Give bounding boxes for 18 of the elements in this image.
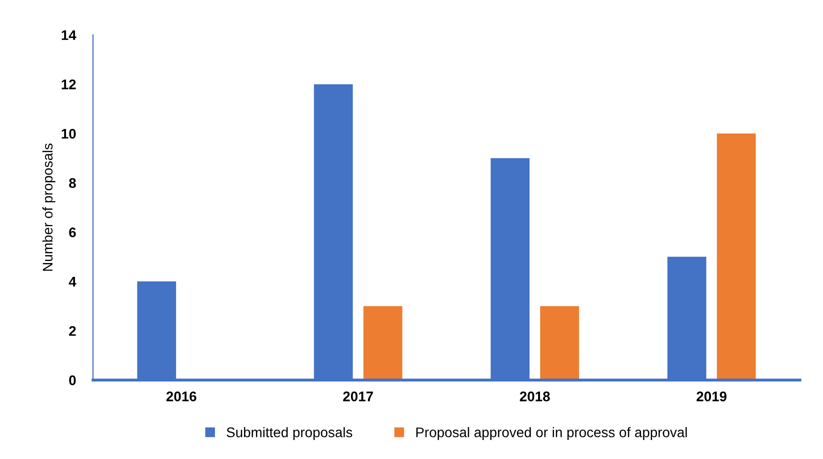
bar (540, 306, 580, 380)
y-tick-label: 12 (62, 80, 76, 90)
y-tick-label: 14 (62, 30, 76, 40)
bar (716, 134, 756, 380)
x-tick-label: 2019 (696, 392, 727, 402)
y-tick-label: 8 (69, 178, 76, 188)
bar (363, 306, 402, 380)
y-tick-label: 10 (62, 128, 76, 139)
x-tick-label: 2018 (520, 392, 550, 402)
legend-label: Submitted proposals (226, 427, 352, 440)
x-tick-label: 2017 (343, 392, 373, 402)
x-tick-label: 2016 (166, 392, 196, 402)
y-tick-label: 0 (69, 375, 76, 386)
legend-label: Proposal approved or in process of approval (416, 427, 687, 440)
y-tick-label: 6 (69, 227, 76, 238)
y-tick-label: 2 (69, 326, 76, 336)
y-axis-title: Number of proposals (42, 144, 56, 271)
y-tick-label: 4 (68, 276, 76, 286)
